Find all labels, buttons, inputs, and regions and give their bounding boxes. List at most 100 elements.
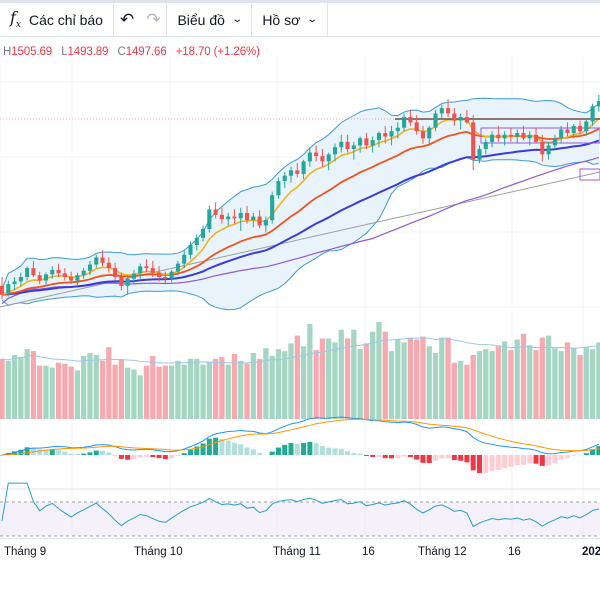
volume-bar [420, 336, 426, 419]
macd-histogram-bar [93, 450, 99, 455]
x-tick-label: 202 [582, 546, 600, 558]
candle-body [213, 209, 218, 215]
macd-line [1, 416, 600, 456]
volume-bar [451, 362, 457, 419]
macd-histogram-bar [596, 446, 600, 455]
macd-histogram-bar [370, 455, 376, 458]
macd-histogram-bar [231, 442, 237, 455]
candle-body [590, 106, 595, 122]
redo-icon: ↷ [146, 9, 161, 29]
volume-bar [150, 355, 156, 419]
high-value: 1505.69 [11, 46, 53, 58]
close-label: C [117, 46, 126, 58]
macd-histogram-bar [407, 455, 413, 458]
macd-signal-line [1, 418, 599, 456]
candle-body [113, 268, 118, 277]
volume-bar [589, 349, 596, 419]
undo-icon: ↶ [119, 9, 135, 29]
redo-button[interactable]: ↷ [140, 3, 166, 36]
change-value: +18.70 (+1.26%) [175, 46, 260, 58]
macd-histogram-bar [282, 444, 288, 455]
macd-histogram-bar [319, 446, 325, 455]
x-tick-label: Tháng 12 [418, 546, 467, 558]
macd-histogram-bar [332, 448, 338, 455]
macd-histogram-bar [420, 455, 426, 463]
candle-body [94, 257, 99, 265]
x-tick-label: 16 [508, 546, 521, 558]
volume-bar [74, 370, 81, 419]
macd-histogram-bar [213, 437, 219, 455]
macd-histogram-bar [458, 455, 464, 461]
candle-body [546, 145, 551, 155]
macd-histogram-bar [583, 453, 589, 455]
range-box [579, 168, 600, 181]
ohlc-legend: H1505.69 L1493.89 C1497.66 +18.70 (+1.26… [3, 46, 266, 58]
macd-histogram-bar [401, 455, 407, 457]
macd-histogram-bar [508, 455, 514, 467]
macd-histogram-bar [546, 455, 552, 466]
macd-histogram-bar [162, 455, 168, 460]
candle-body [169, 271, 174, 279]
candle-body [150, 268, 155, 273]
candle-body [194, 237, 199, 245]
volume-ma-line [1, 337, 599, 364]
toolbar-divider [251, 3, 253, 36]
volume-bar [162, 365, 168, 419]
macd-histogram-bar [181, 453, 187, 455]
candle-body [0, 285, 5, 295]
low-label: L [61, 46, 68, 58]
macd-histogram-bar [470, 455, 476, 471]
volume-bar [206, 361, 212, 419]
macd-histogram-bar [345, 451, 351, 455]
volume-bar [175, 360, 181, 419]
macd-histogram-bar [156, 455, 162, 459]
macd-histogram-bar [288, 443, 294, 455]
macd-histogram-bar [389, 455, 395, 459]
volume-bar [131, 369, 137, 419]
candle-body [483, 141, 488, 149]
volume-bar [143, 365, 150, 419]
candle-body [383, 133, 388, 137]
profile-menu-button[interactable]: Hồ sơ ⌄ [252, 3, 326, 36]
candle-body [446, 108, 451, 114]
volume-bar [382, 331, 388, 419]
volume-bar [470, 354, 476, 419]
price-chart[interactable] [0, 37, 600, 538]
undo-button[interactable]: ↶ [114, 3, 140, 36]
candle-body [521, 133, 526, 139]
indicators-button[interactable]: fx Các chỉ báo [0, 3, 113, 36]
macd-histogram-bar [590, 449, 596, 455]
chart-menu-button[interactable]: Biểu đồ ⌄ [167, 3, 251, 36]
volume-bar [212, 358, 219, 419]
macd-histogram-bar [37, 449, 43, 455]
volume-bar [370, 331, 376, 419]
candle-body [188, 245, 193, 255]
volume-bar [439, 337, 445, 419]
volume-bar [288, 343, 294, 419]
candle-body [207, 209, 212, 229]
ma-long-line [1, 156, 600, 305]
candle-body [144, 266, 149, 269]
macd-histogram-bar [257, 453, 263, 455]
volume-bar [319, 338, 326, 419]
macd-histogram-bar [476, 455, 482, 474]
candle-body [427, 127, 432, 139]
close-value: 1497.66 [125, 46, 167, 58]
candle-body [62, 273, 67, 277]
macd-histogram-bar [451, 455, 457, 461]
macd-histogram-bar [382, 455, 388, 459]
macd-histogram-bar [426, 455, 432, 464]
volume-bar [168, 365, 175, 419]
volume-bar [37, 365, 43, 419]
macd-histogram-bar [125, 455, 131, 460]
bollinger-upper-line [1, 97, 600, 290]
volume-bar [93, 354, 99, 419]
macd-histogram-bar [194, 446, 200, 455]
time-axis[interactable]: Tháng 9 Tháng 10 Tháng 11 16 Tháng 12 16 202 [0, 538, 600, 569]
volume-bar [514, 339, 520, 419]
macd-histogram-bar [326, 447, 332, 455]
volume-bar [118, 359, 125, 419]
macd-histogram-bar [363, 455, 369, 456]
volume-bar [18, 356, 24, 419]
volume-bar [81, 355, 87, 419]
